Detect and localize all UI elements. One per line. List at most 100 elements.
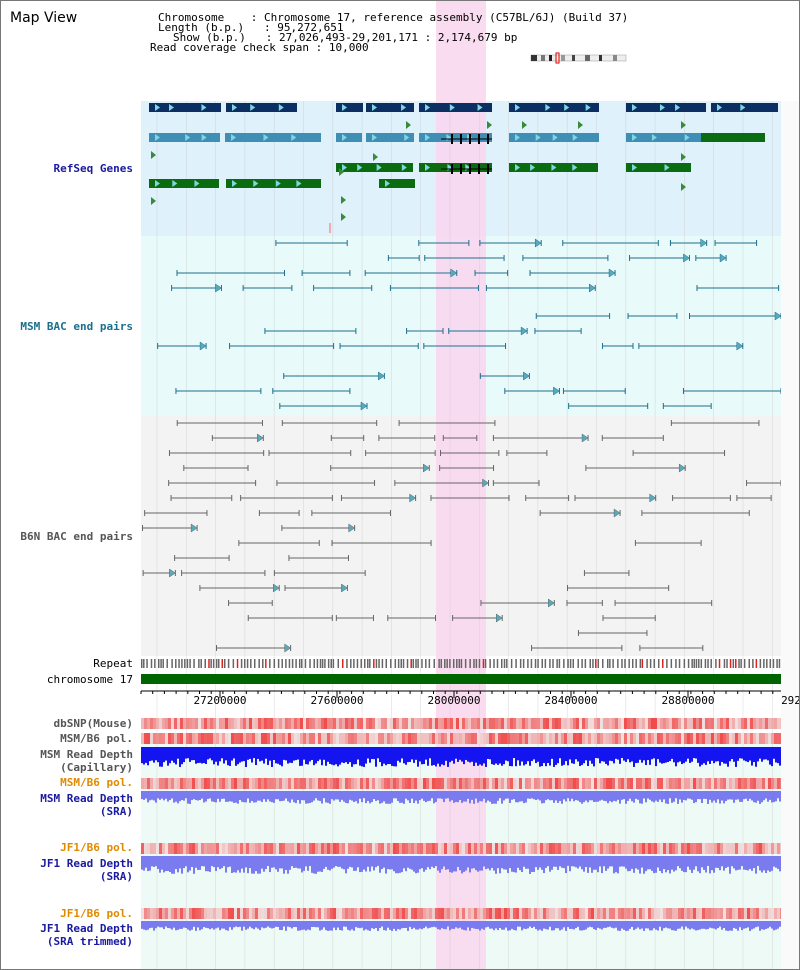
msm-b6-pol-2-cell xyxy=(396,778,399,789)
jf1-b6-pol-cell xyxy=(681,843,684,854)
msm-depth-sra-bar xyxy=(375,791,377,801)
jf1-depth-trim-bar xyxy=(363,921,365,931)
msm-b6-pol-2-cell xyxy=(708,778,711,789)
msm-depth-sra-bar xyxy=(445,791,447,799)
msm-b6-pol-cell xyxy=(531,733,534,744)
msm-depth-capillary-bar xyxy=(207,747,209,760)
repeat-element xyxy=(184,659,186,668)
jf1-b6-pol-cell xyxy=(564,843,567,854)
jf1-depth-sra-bar xyxy=(183,856,185,869)
msm-depth-capillary-bar xyxy=(483,747,485,764)
jf1-b6-pol-2-cell xyxy=(402,908,405,919)
jf1-b6-pol-cell xyxy=(186,843,189,854)
jf1-b6-pol-2-cell xyxy=(546,908,549,919)
jf1-depth-trim-bar xyxy=(661,921,663,931)
jf1-depth-trim-bar xyxy=(725,921,727,931)
msm-depth-sra-bar xyxy=(533,791,535,800)
track-label-dbsnp[interactable]: dbSNP(Mouse) xyxy=(53,717,133,730)
msm-depth-capillary-bar xyxy=(505,747,507,761)
jf1-depth-trim-bar xyxy=(541,921,543,931)
repeat-element xyxy=(609,659,611,668)
msm-b6-pol-cell xyxy=(291,733,294,744)
msm-depth-capillary-bar xyxy=(341,747,343,763)
bac-end-marker xyxy=(678,463,686,473)
dbsnp-cell xyxy=(702,718,705,729)
jf1-depth-trim-bar xyxy=(575,921,577,929)
gene-strand-arrow xyxy=(551,164,557,171)
show-value: 27,026,493-29,201,171 : 2,174,679 bp xyxy=(278,31,518,44)
track-label-jf1-b6-pol[interactable]: JF1/B6 pol. xyxy=(60,841,133,854)
jf1-b6-pol-2-cell xyxy=(630,908,633,919)
dbsnp-cell xyxy=(468,718,471,729)
msm-depth-capillary-bar xyxy=(769,747,771,765)
track-label-msm-b6-pol-2[interactable]: MSM/B6 pol. xyxy=(60,776,133,789)
msm-b6-pol-2-cell xyxy=(702,778,705,789)
jf1-depth-sra-bar xyxy=(207,856,209,872)
track-label-msm-read-depth-sra[interactable]: MSM Read Depth (SRA) xyxy=(40,792,133,818)
jf1-depth-trim-bar xyxy=(219,921,221,931)
msm-b6-pol-2-cell xyxy=(531,778,534,789)
msm-b6-pol-2-cell xyxy=(237,778,240,789)
track-label-jf1-read-depth-sra[interactable]: JF1 Read Depth (SRA) xyxy=(40,857,133,883)
gene-block xyxy=(336,103,363,112)
jf1-depth-trim-bar xyxy=(377,921,379,931)
jf1-b6-pol-cell xyxy=(549,843,552,854)
track-label-b6n-bac-end-pairs[interactable]: B6N BAC end pairs xyxy=(20,530,133,543)
msm-b6-pol-2-cell xyxy=(210,778,213,789)
msm-depth-sra-bar xyxy=(185,791,187,799)
jf1-depth-trim-bar xyxy=(729,921,731,931)
jf1-b6-pol-cell xyxy=(372,843,375,854)
jf1-b6-pol-2-cell xyxy=(750,908,753,919)
msm-depth-capillary-bar xyxy=(363,747,365,767)
jf1-depth-sra-bar xyxy=(727,856,729,867)
jf1-depth-sra-bar xyxy=(159,856,161,873)
dbsnp-cell xyxy=(417,718,420,729)
msm-depth-sra-bar xyxy=(755,791,757,803)
msm-b6-pol-cell xyxy=(540,733,543,744)
dbsnp-cell xyxy=(213,718,216,729)
repeat-element xyxy=(700,659,703,668)
jf1-depth-sra-bar xyxy=(655,856,657,873)
jf1-depth-sra-bar xyxy=(615,856,617,873)
dbsnp-cell xyxy=(156,718,159,729)
jf1-depth-trim-bar xyxy=(503,921,505,930)
track-label-text: MSM Read Depth xyxy=(40,748,133,761)
track-label-jf1-read-depth-trimmed[interactable]: JF1 Read Depth (SRA trimmed) xyxy=(40,922,133,948)
track-label-msm-bac-end-pairs[interactable]: MSM BAC end pairs xyxy=(20,320,133,333)
msm-depth-capillary-bar xyxy=(211,747,213,761)
gene-block xyxy=(419,103,492,112)
jf1-depth-sra-bar xyxy=(323,856,325,869)
msm-depth-capillary-bar xyxy=(439,747,441,767)
msm-b6-pol-2-cell xyxy=(282,778,285,789)
jf1-b6-pol-2-cell xyxy=(468,908,471,919)
msm-depth-sra-bar xyxy=(243,791,245,803)
jf1-depth-trim-bar xyxy=(339,921,341,931)
track-label-subtext: (SRA) xyxy=(99,870,133,883)
track-label-msm-read-depth-capillary[interactable]: MSM Read Depth (Capillary) xyxy=(40,748,133,774)
jf1-depth-sra-bar xyxy=(493,856,495,871)
msm-b6-pol-2-cell xyxy=(603,778,606,789)
msm-depth-capillary-bar xyxy=(589,747,591,761)
msm-depth-sra-bar xyxy=(331,791,333,800)
msm-b6-pol-cell xyxy=(630,733,633,744)
msm-b6-pol-cell xyxy=(354,733,357,744)
jf1-depth-sra-bar xyxy=(665,856,667,873)
msm-b6-pol-2-cell xyxy=(591,778,594,789)
track-label-msm-b6-pol[interactable]: MSM/B6 pol. xyxy=(60,732,133,745)
msm-depth-sra-bar xyxy=(777,791,779,799)
jf1-depth-trim-bar xyxy=(453,921,455,929)
track-label-chromosome[interactable]: chromosome 17 xyxy=(46,673,133,686)
jf1-b6-pol-cell xyxy=(516,843,519,854)
dbsnp-cell xyxy=(405,718,408,729)
track-label-repeat[interactable]: Repeat xyxy=(93,657,133,670)
msm-depth-capillary-bar xyxy=(265,747,267,759)
msm-depth-sra-bar xyxy=(697,791,699,800)
jf1-b6-pol-cell xyxy=(675,843,678,854)
track-label-jf1-b6-pol-2[interactable]: JF1/B6 pol. xyxy=(60,907,133,920)
dbsnp-cell xyxy=(642,718,645,729)
msm-depth-sra-bar xyxy=(371,791,373,803)
jf1-b6-pol-2-cell xyxy=(216,908,219,919)
jf1-depth-sra-bar xyxy=(527,856,529,869)
track-label-refseq-genes[interactable]: RefSeq Genes xyxy=(53,162,133,175)
